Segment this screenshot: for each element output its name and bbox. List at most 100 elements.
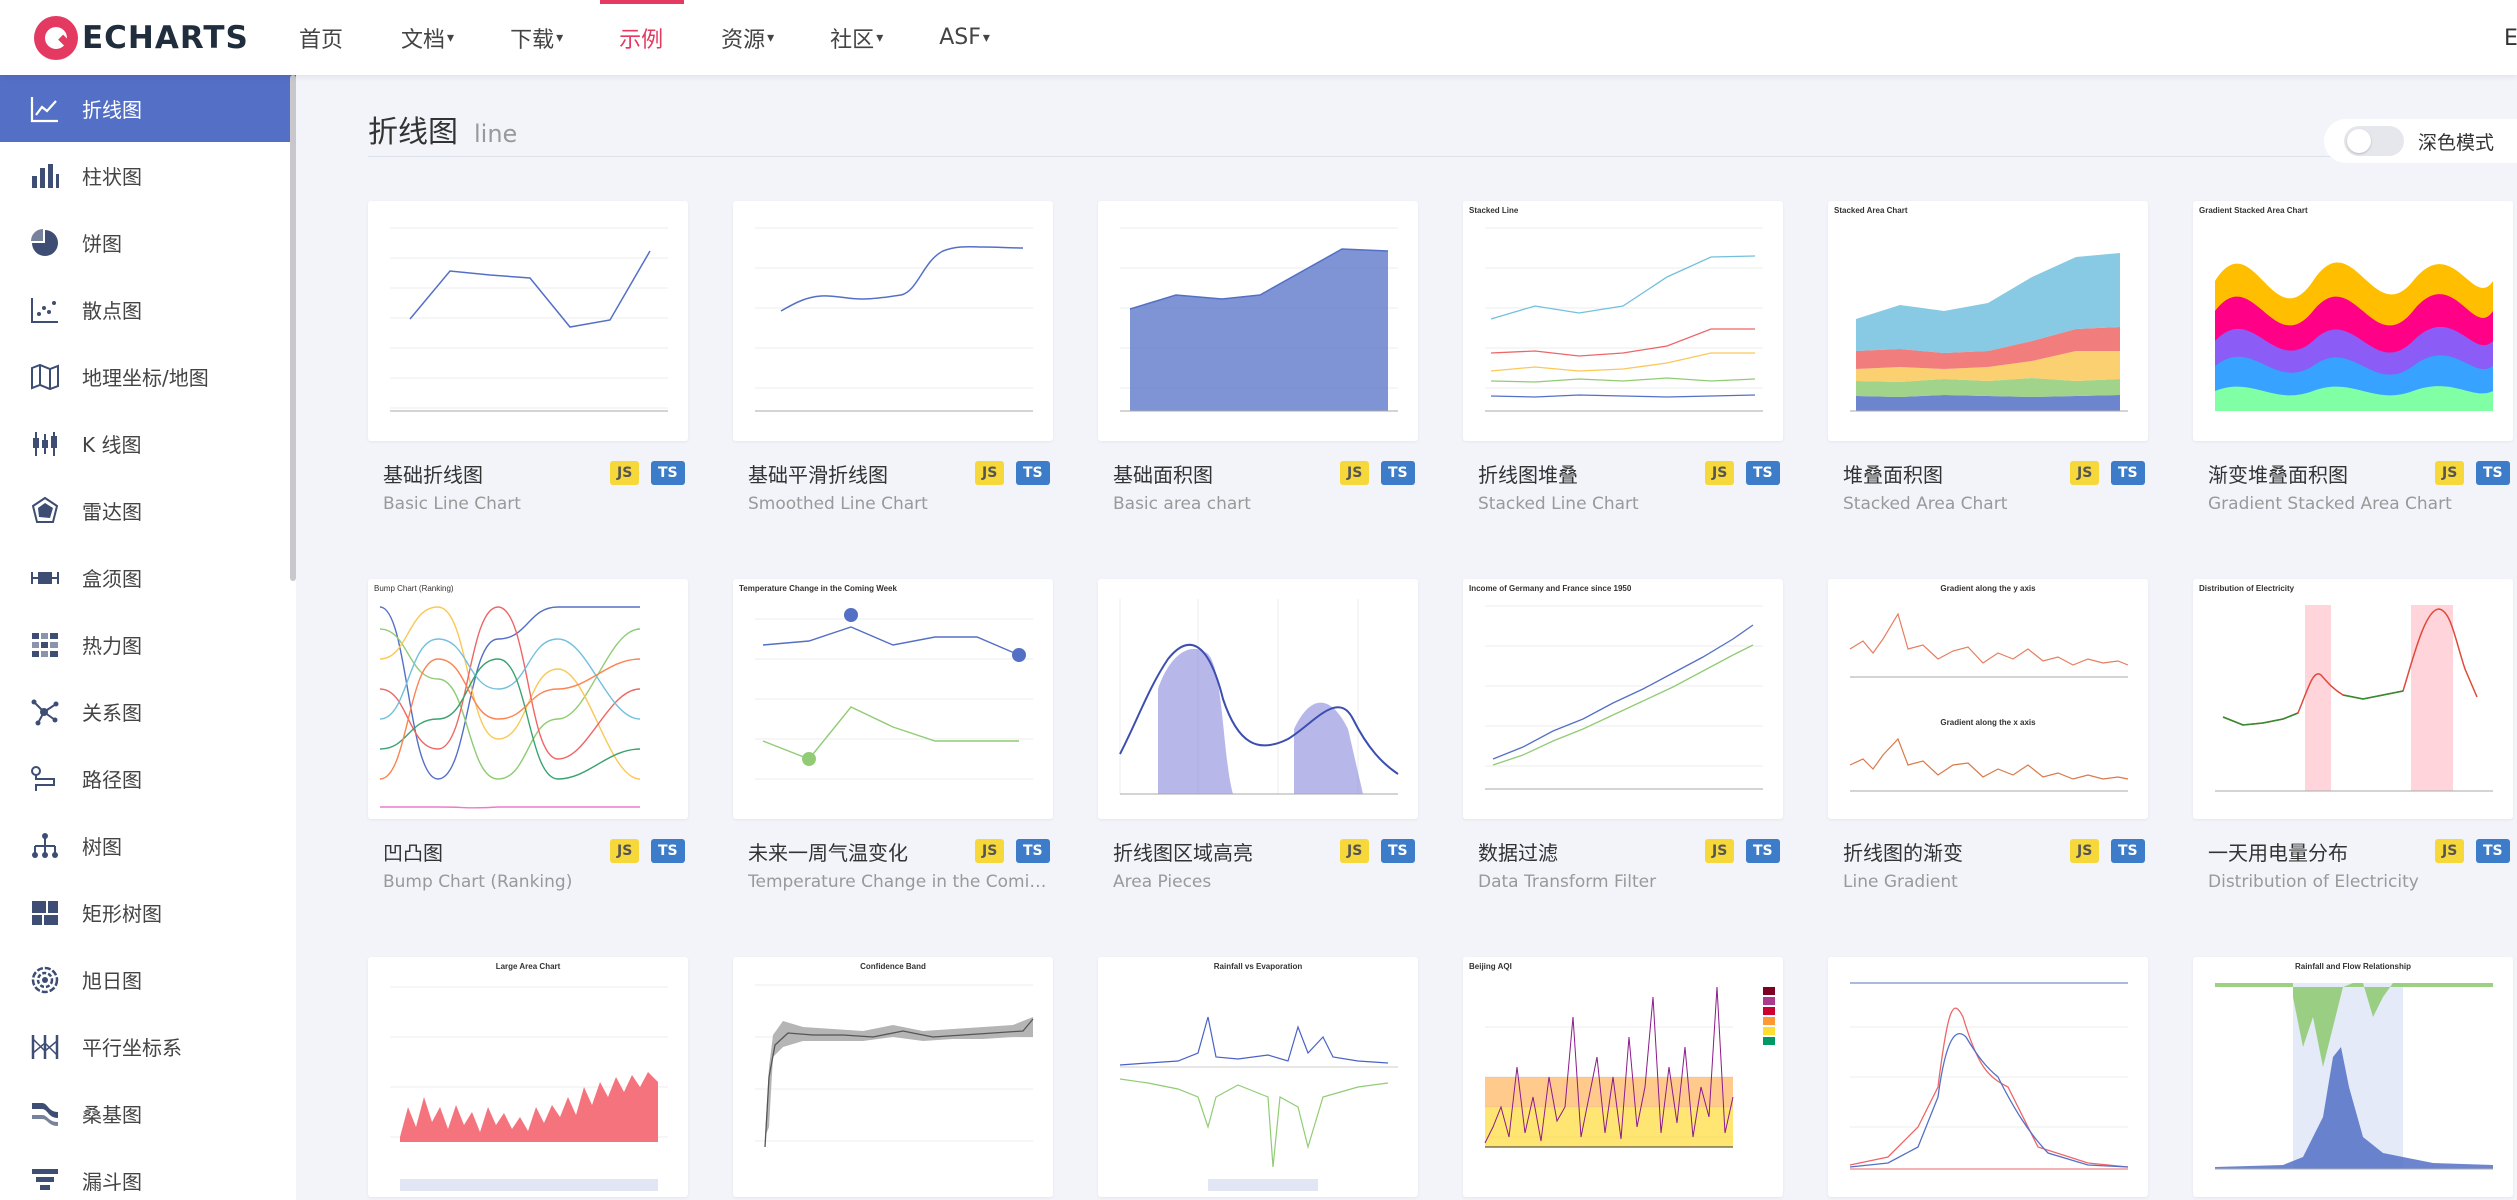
sidebar-item-bar[interactable]: 柱状图 [0, 142, 296, 209]
chart-thumbnail[interactable]: Gradient along the y axis Gradient along… [1828, 579, 2148, 819]
js-badge[interactable]: JS [2070, 461, 2100, 485]
sidebar-item-line[interactable]: 折线图 [0, 75, 296, 142]
ts-badge[interactable]: TS [2476, 839, 2510, 863]
sidebar-item-funnel[interactable]: 漏斗图 [0, 1147, 296, 1200]
sidebar-item-radar[interactable]: 雷达图 [0, 477, 296, 544]
basic-line-thumbnail [390, 227, 668, 412]
chart-thumbnail[interactable] [1098, 201, 1418, 441]
page-title: 折线图 line [368, 107, 517, 151]
ts-badge[interactable]: TS [1016, 461, 1050, 485]
js-badge[interactable]: JS [975, 839, 1005, 863]
ts-badge[interactable]: TS [2476, 461, 2510, 485]
bar-chart-icon [28, 159, 62, 193]
nav-item-resources[interactable]: 资源 ▾ [702, 0, 793, 75]
chart-thumbnail[interactable]: Large Area Chart [368, 957, 688, 1197]
ts-badge[interactable]: TS [651, 461, 685, 485]
ts-badge[interactable]: TS [1381, 839, 1415, 863]
js-badge[interactable]: JS [2435, 839, 2465, 863]
sidebar-item-candlestick[interactable]: K 线图 [0, 410, 296, 477]
lines-icon [28, 762, 62, 796]
echarts-logo[interactable]: ECHARTS [34, 14, 249, 62]
ts-badge[interactable]: TS [1746, 461, 1780, 485]
sidebar-item-scatter[interactable]: 散点图 [0, 276, 296, 343]
sidebar-item-tree[interactable]: 树图 [0, 812, 296, 879]
card-title[interactable]: 基础平滑折线图 [748, 463, 888, 487]
chart-thumbnail[interactable]: Distribution of Electricity [2193, 579, 2513, 819]
nav-label: 文档 [401, 27, 446, 53]
radar-icon [28, 494, 62, 528]
card-title[interactable]: 基础折线图 [383, 463, 483, 487]
sidebar-item-heatmap[interactable]: 热力图 [0, 611, 296, 678]
toggle-switch[interactable] [2344, 126, 2404, 156]
chart-thumbnail[interactable] [733, 201, 1053, 441]
card-title[interactable]: 折线图堆叠 [1478, 463, 1578, 487]
nav-item-asf[interactable]: ASF ▾ [920, 0, 1009, 75]
chart-thumbnail[interactable]: Gradient Stacked Area Chart [2193, 201, 2513, 441]
sidebar-item-boxplot[interactable]: 盒须图 [0, 544, 296, 611]
page-title-en: line [474, 120, 518, 148]
card-title[interactable]: 凹凸图 [383, 841, 443, 865]
card-subtitle: Gradient Stacked Area Chart [2208, 494, 2452, 514]
chart-thumbnail[interactable]: Beijing AQI [1463, 957, 1783, 1197]
chart-thumbnail[interactable]: Stacked Line [1463, 201, 1783, 441]
sidebar-item-parallel[interactable]: 平行坐标系 [0, 1013, 296, 1080]
chart-thumbnail[interactable]: Temperature Change in the Coming Week [733, 579, 1053, 819]
card-title[interactable]: 数据过滤 [1478, 841, 1558, 865]
dark-mode-toggle[interactable]: 深色模式 [2324, 119, 2517, 163]
chart-thumbnail[interactable] [1828, 957, 2148, 1197]
card-title[interactable]: 渐变堆叠面积图 [2208, 463, 2348, 487]
sidebar-item-pie[interactable]: 饼图 [0, 209, 296, 276]
nav-item-home[interactable]: 首页 [280, 0, 364, 75]
card-title[interactable]: 一天用电量分布 [2208, 841, 2348, 865]
js-badge[interactable]: JS [975, 461, 1005, 485]
chart-thumbnail[interactable] [368, 201, 688, 441]
chart-thumbnail[interactable]: Confidence Band [733, 957, 1053, 1197]
js-badge[interactable]: JS [2070, 839, 2100, 863]
sidebar-item-label: 树图 [82, 835, 122, 859]
chart-thumbnail[interactable]: Bump Chart (Ranking) [368, 579, 688, 819]
ts-badge[interactable]: TS [1381, 461, 1415, 485]
chart-thumbnail[interactable]: Stacked Area Chart [1828, 201, 2148, 441]
ts-badge[interactable]: TS [651, 839, 685, 863]
sidebar-item-label: 路径图 [82, 768, 142, 792]
ts-badge[interactable]: TS [2111, 461, 2145, 485]
js-badge[interactable]: JS [1705, 461, 1735, 485]
nav-item-examples[interactable]: 示例 [600, 0, 685, 75]
language-switch[interactable]: E [2504, 26, 2517, 51]
pie-chart-icon [28, 226, 62, 260]
chart-thumbnail[interactable] [1098, 579, 1418, 819]
sidebar-scrollbar[interactable] [290, 75, 296, 581]
ts-badge[interactable]: TS [1016, 839, 1050, 863]
nav-item-download[interactable]: 下载 ▾ [491, 0, 582, 75]
card-subtitle: Temperature Change in the Coming Week [748, 872, 1048, 892]
gradient-stacked-thumbnail: Gradient Stacked Area Chart [2199, 206, 2493, 411]
sidebar-item-treemap[interactable]: 矩形树图 [0, 879, 296, 946]
nav-label: 下载 [510, 27, 555, 53]
sidebar-item-lines[interactable]: 路径图 [0, 745, 296, 812]
line-gradient-thumbnail: Gradient along the y axis Gradient along… [1849, 584, 2129, 792]
sidebar-item-sunburst[interactable]: 旭日图 [0, 946, 296, 1013]
js-badge[interactable]: JS [1340, 839, 1370, 863]
ts-badge[interactable]: TS [2111, 839, 2145, 863]
sidebar-item-map[interactable]: 地理坐标/地图 [0, 343, 296, 410]
nav-item-docs[interactable]: 文档 ▾ [382, 0, 473, 75]
chart-thumbnail[interactable]: Rainfall and Flow Relationship [2193, 957, 2513, 1197]
js-badge[interactable]: JS [610, 839, 640, 863]
nav-item-community[interactable]: 社区 ▾ [811, 0, 902, 75]
js-badge[interactable]: JS [610, 461, 640, 485]
sidebar-item-graph[interactable]: 关系图 [0, 678, 296, 745]
js-badge[interactable]: JS [2435, 461, 2465, 485]
ts-badge[interactable]: TS [1746, 839, 1780, 863]
card-title[interactable]: 折线图区域高亮 [1113, 841, 1253, 865]
card-title[interactable]: 未来一周气温变化 [748, 841, 908, 865]
chart-thumbnail[interactable]: Income of Germany and France since 1950 [1463, 579, 1783, 819]
stacked-area-thumbnail: Stacked Area Chart [1834, 206, 2128, 412]
sidebar-item-sankey[interactable]: 桑基图 [0, 1080, 296, 1147]
js-badge[interactable]: JS [1705, 839, 1735, 863]
card-title[interactable]: 堆叠面积图 [1843, 463, 1943, 487]
chart-thumbnail[interactable]: Rainfall vs Evaporation [1098, 957, 1418, 1197]
js-badge[interactable]: JS [1340, 461, 1370, 485]
card-title[interactable]: 基础面积图 [1113, 463, 1213, 487]
card-title[interactable]: 折线图的渐变 [1843, 841, 1963, 865]
card-subtitle: Basic Line Chart [383, 494, 521, 514]
